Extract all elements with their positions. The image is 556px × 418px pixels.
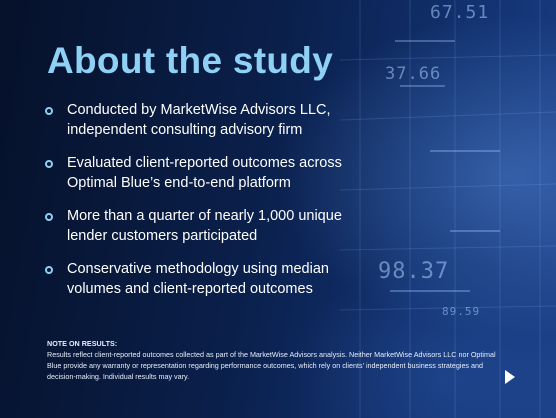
note-heading: NOTE ON RESULTS: [47, 339, 118, 348]
list-item: Evaluated client-reported outcomes acros… [45, 153, 375, 193]
slide-title: About the study [47, 40, 334, 81]
bullet-circle-icon [45, 107, 53, 115]
bullet-list: Conducted by MarketWise Advisors LLC, in… [45, 100, 375, 312]
play-icon[interactable] [505, 370, 515, 384]
bullet-text: Evaluated client-reported outcomes acros… [67, 155, 342, 191]
background-number: 98.37 [378, 259, 450, 284]
bullet-text: Conservative methodology using median vo… [67, 261, 329, 297]
background-number: 89.59 [442, 305, 481, 318]
list-item: Conservative methodology using median vo… [45, 259, 375, 299]
results-note: NOTE ON RESULTS: Results reflect client-… [47, 338, 505, 382]
list-item: Conducted by MarketWise Advisors LLC, in… [45, 100, 375, 140]
bullet-text: More than a quarter of nearly 1,000 uniq… [67, 208, 342, 244]
bullet-circle-icon [45, 266, 53, 274]
background-number: 67.51 [430, 2, 490, 23]
background-number: 37.66 [385, 64, 442, 84]
bullet-circle-icon [45, 213, 53, 221]
bullet-circle-icon [45, 160, 53, 168]
list-item: More than a quarter of nearly 1,000 uniq… [45, 206, 375, 246]
note-body: Results reflect client-reported outcomes… [47, 350, 496, 381]
bullet-text: Conducted by MarketWise Advisors LLC, in… [67, 102, 331, 138]
